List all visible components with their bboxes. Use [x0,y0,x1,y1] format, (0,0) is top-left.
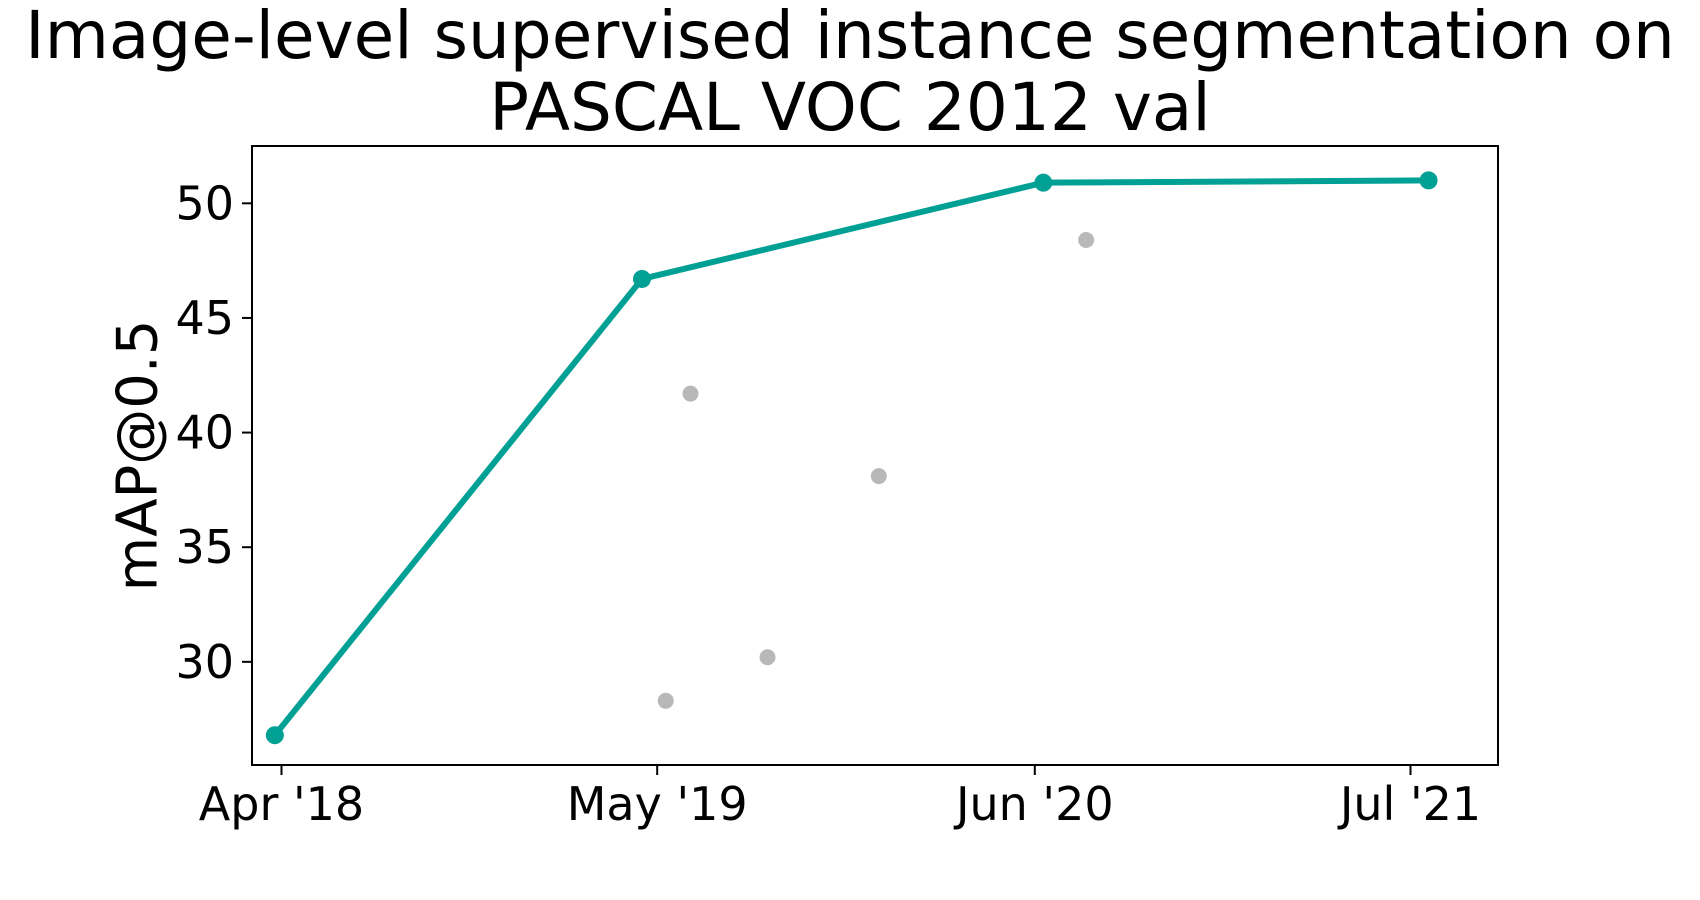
other-method-point-1 [682,385,699,402]
sota-point-0 [265,726,284,745]
chart-title-line-2: PASCAL VOC 2012 val [489,69,1210,146]
chart-title-line-1: Image-level supervised instance segmenta… [25,0,1675,74]
y-tick-label-4: 50 [175,176,234,230]
other-method-point-3 [870,468,887,485]
sota-point-1 [632,269,651,288]
other-method-point-2 [759,649,776,666]
chart-marks [265,171,1438,745]
y-tick-label-3: 45 [175,291,234,345]
sota-point-3 [1419,171,1438,190]
other-method-point-0 [657,692,674,709]
x-tick-label-0: Apr '18 [199,777,364,831]
plot-area-frame [251,145,1499,766]
sota-point-2 [1034,173,1053,192]
y-tick-label-1: 35 [175,520,234,574]
x-tick-label-1: May '19 [567,777,748,831]
y-tick-label-2: 40 [175,406,234,460]
y-axis-label: mAP@0.5 [106,320,171,592]
other-method-point-4 [1078,231,1095,248]
x-tick-label-2: Jun '20 [953,777,1114,831]
x-tick-label-3: Jul '21 [1337,777,1481,831]
sota-trend-line [272,177,1429,738]
y-tick-label-0: 30 [175,635,234,689]
